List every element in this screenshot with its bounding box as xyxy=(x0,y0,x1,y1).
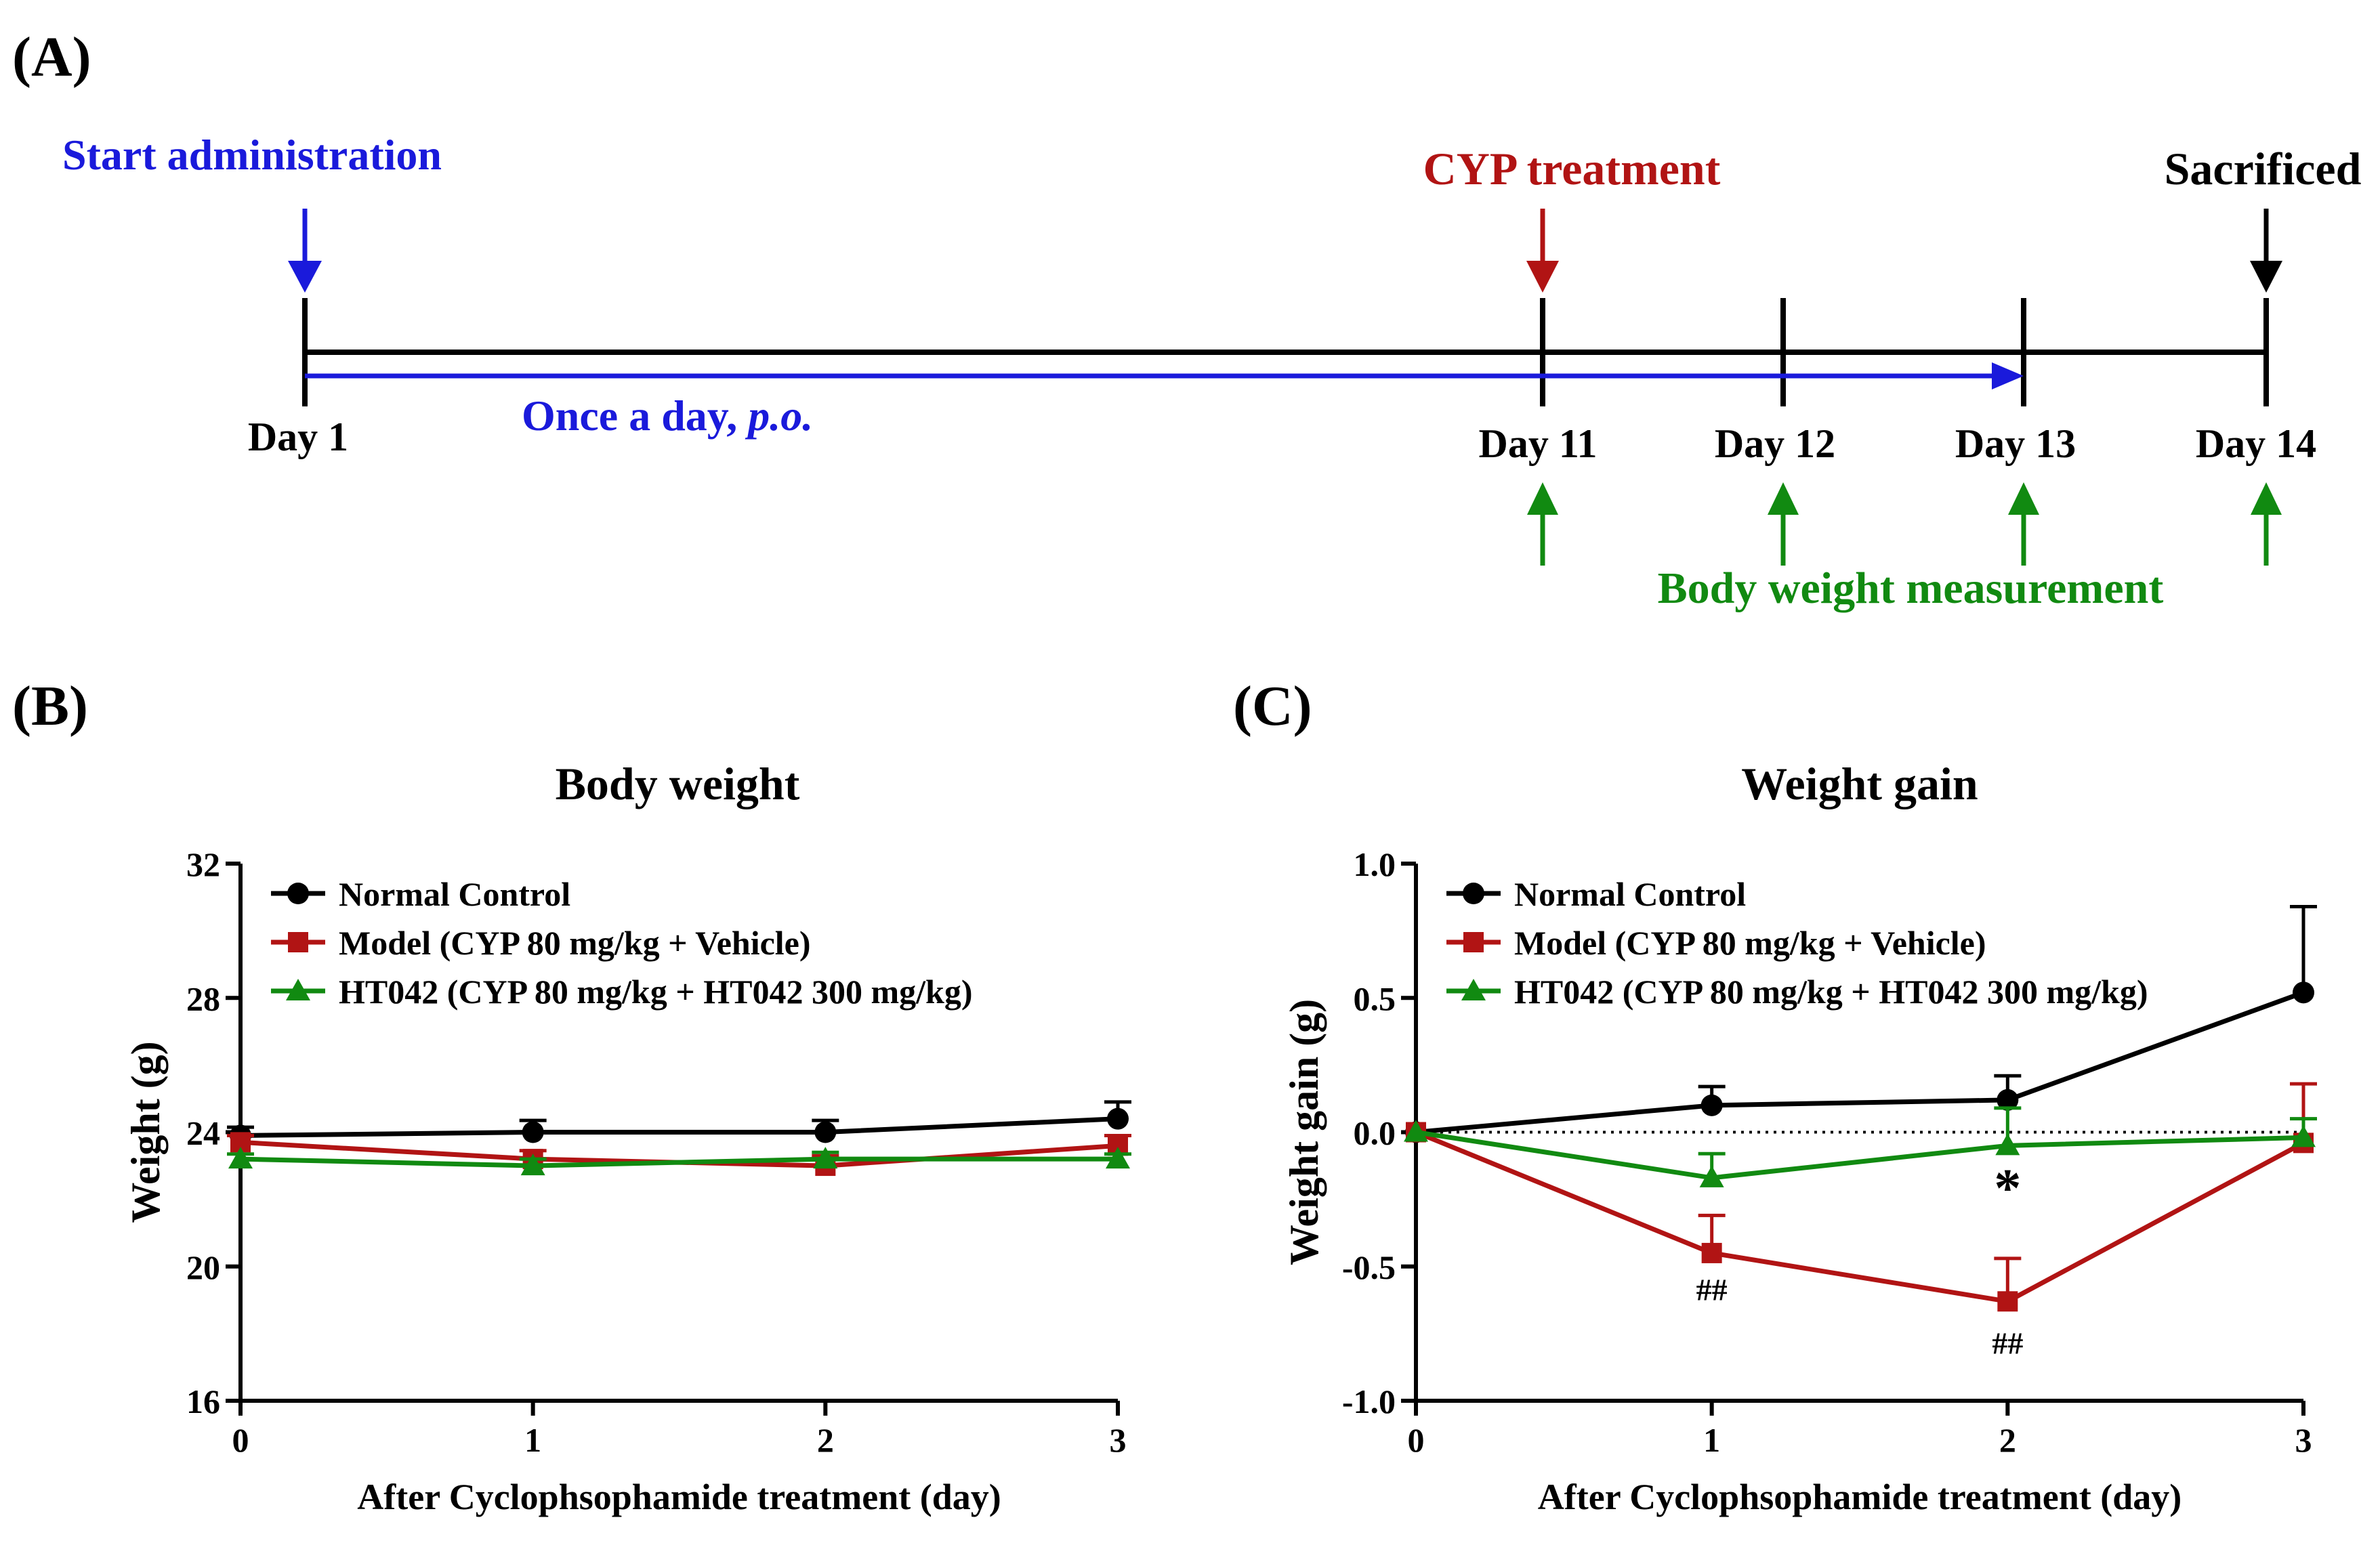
y-axis-label: Weight gain (g) xyxy=(1282,999,1327,1265)
x-axis-label: After Cyclophsophamide treatment (day) xyxy=(357,1477,1001,1517)
point-marker-square xyxy=(1701,1242,1722,1263)
series-2 xyxy=(1404,1106,2317,1187)
point-marker-square xyxy=(288,932,308,952)
chart-title: Weight gain xyxy=(1741,758,1978,809)
point-marker-circle xyxy=(1463,883,1484,904)
cyp-arrow-head-icon xyxy=(1526,261,1559,293)
series-1 xyxy=(1406,1082,2317,1312)
y-tick-label: -0.5 xyxy=(1342,1248,1396,1286)
x-tick-label: 1 xyxy=(524,1421,541,1459)
point-marker-triangle xyxy=(813,1147,838,1169)
y-tick-label: -1.0 xyxy=(1342,1382,1396,1420)
y-tick-label: 0.5 xyxy=(1354,979,1396,1017)
x-axis-label: After Cyclophsophamide treatment (day) xyxy=(1538,1477,2181,1517)
x-tick-label: 3 xyxy=(2295,1421,2312,1459)
series-2 xyxy=(227,1147,1131,1176)
measure-arrow-head-icon xyxy=(2008,482,2039,515)
point-marker-circle xyxy=(814,1121,837,1143)
start-administration-label: Start administration xyxy=(62,131,442,179)
day-14-label: Day 14 xyxy=(2196,421,2316,466)
point-marker-triangle xyxy=(520,1154,545,1176)
point-marker-circle xyxy=(1700,1094,1723,1116)
sacrificed-label: Sacrificed xyxy=(2165,143,2362,194)
x-tick-label: 2 xyxy=(1999,1421,2016,1459)
point-marker-triangle xyxy=(1106,1147,1130,1169)
legend-label: Normal Control xyxy=(1514,875,1746,913)
significance-annotation: ## xyxy=(1696,1272,1728,1307)
day-12-label: Day 12 xyxy=(1715,421,1835,466)
day-13-label: Day 13 xyxy=(1955,421,2076,466)
legend: Normal Control Model (CYP 80 mg/kg + Vehi… xyxy=(271,875,972,1011)
point-marker-square xyxy=(1463,932,1484,952)
legend-label: HT042 (CYP 80 mg/kg + HT042 300 mg/kg) xyxy=(339,973,972,1011)
x-tick-label: 2 xyxy=(817,1421,834,1459)
point-marker-triangle xyxy=(286,979,310,1000)
legend-label: Model (CYP 80 mg/kg + Vehicle) xyxy=(339,924,811,962)
y-tick-label: 16 xyxy=(186,1382,220,1420)
series-line xyxy=(240,1116,1119,1138)
panel-label: (B) xyxy=(12,675,88,738)
y-tick-label: 1.0 xyxy=(1354,845,1396,883)
significance-annotation: ## xyxy=(1992,1326,2023,1361)
point-marker-triangle xyxy=(1404,1120,1428,1142)
point-marker-circle xyxy=(287,883,309,904)
point-marker-triangle xyxy=(228,1147,253,1169)
point-marker-triangle xyxy=(1699,1165,1724,1187)
point-marker-square xyxy=(1997,1291,2018,1312)
y-tick-label: 28 xyxy=(186,979,220,1017)
x-tick-label: 1 xyxy=(1703,1421,1720,1459)
measure-arrow-head-icon xyxy=(2251,482,2282,515)
series-0 xyxy=(227,1100,1131,1147)
panel-label: (C) xyxy=(1233,675,1312,738)
y-tick-label: 0.0 xyxy=(1354,1114,1396,1152)
series-1 xyxy=(227,1132,1131,1177)
x-tick-label: 3 xyxy=(1110,1421,1127,1459)
y-tick-label: 20 xyxy=(186,1248,220,1286)
point-marker-circle xyxy=(2293,981,2314,1004)
dosing-label-main: Once a day, xyxy=(522,392,748,440)
x-tick-label: 0 xyxy=(232,1421,249,1459)
panel-a-label: (A) xyxy=(12,26,91,89)
significance-annotation: * xyxy=(1994,1159,2021,1219)
sacrificed-arrow-head-icon xyxy=(2250,261,2282,293)
point-marker-triangle xyxy=(1461,979,1486,1000)
series-line xyxy=(1415,990,2305,1135)
dosing-label-route: p.o. xyxy=(745,392,813,440)
timeline-panel: (A) Start administration CYP treatment S… xyxy=(12,26,2362,613)
point-marker-triangle xyxy=(1995,1133,2020,1156)
measure-arrow-head-icon xyxy=(1768,482,1799,515)
cyp-treatment-label: CYP treatment xyxy=(1423,143,1721,194)
day-11-label: Day 11 xyxy=(1478,421,1597,466)
series-line xyxy=(1415,1130,2304,1181)
legend-label: HT042 (CYP 80 mg/kg + HT042 300 mg/kg) xyxy=(1514,973,2148,1011)
series-line xyxy=(1415,1130,2305,1304)
y-tick-label: 32 xyxy=(186,845,220,883)
point-marker-circle xyxy=(522,1121,544,1143)
dosing-label: Once a day, p.o. xyxy=(522,392,813,440)
dosing-arrow-head-icon xyxy=(1992,362,2024,389)
point-marker-triangle xyxy=(2291,1125,2316,1147)
start-arrow-head-icon xyxy=(288,261,322,293)
legend: Normal Control Model (CYP 80 mg/kg + Vehi… xyxy=(1446,875,2148,1011)
legend-label: Model (CYP 80 mg/kg + Vehicle) xyxy=(1514,924,1986,962)
body-weight-measurement-label: Body weight measurement xyxy=(1658,564,2164,613)
measurement-arrows xyxy=(1527,482,2282,566)
body-weight-chart: (B) Body weight 16 20 24 28 32 0 1 2 3 After Cyclop… xyxy=(12,675,1131,1517)
series-line xyxy=(240,1156,1118,1168)
measure-arrow-head-icon xyxy=(1527,482,1558,515)
x-tick-label: 0 xyxy=(1408,1421,1425,1459)
y-tick-label: 24 xyxy=(186,1114,220,1152)
chart-title: Body weight xyxy=(556,758,800,809)
point-marker-circle xyxy=(1997,1088,2019,1111)
day-1-label: Day 1 xyxy=(248,415,348,459)
point-marker-circle xyxy=(1107,1107,1129,1130)
weight-gain-chart: (C) Weight gain -1.0 -0.5 0.0 0.5 1.0 0 1 2 3 After… xyxy=(1233,675,2317,1517)
legend-label: Normal Control xyxy=(339,875,570,913)
y-axis-label: Weight (g) xyxy=(123,1041,168,1223)
